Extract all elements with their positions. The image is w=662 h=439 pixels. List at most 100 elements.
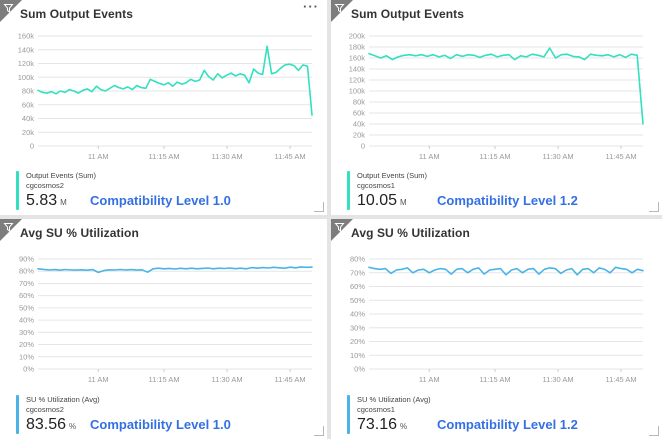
legend-metric-label: SU % Utilization (Avg): [26, 395, 100, 404]
legend-unit: %: [69, 422, 77, 431]
svg-text:11:30 AM: 11:30 AM: [542, 152, 573, 161]
legend-metric-label: Output Events (Sum): [26, 171, 97, 180]
svg-text:70%: 70%: [350, 268, 365, 277]
legend-value: 73.16: [357, 416, 398, 433]
filter-icon: [0, 219, 22, 241]
svg-text:140k: 140k: [349, 65, 366, 74]
svg-text:60%: 60%: [350, 282, 365, 291]
line-chart: 0 20k 40k 60k 80k 100k 120k 140k 160k 11 AM 11:15 …: [18, 32, 313, 161]
resize-handle[interactable]: [649, 202, 659, 212]
legend-value: 10.05: [357, 192, 398, 209]
svg-text:160k: 160k: [18, 32, 35, 41]
svg-text:11:15 AM: 11:15 AM: [148, 152, 179, 161]
svg-text:11:30 AM: 11:30 AM: [211, 152, 242, 161]
chart-legend: SU % Utilization (Avg) cgcosmos2 83.56%: [16, 395, 100, 434]
svg-text:11:15 AM: 11:15 AM: [479, 375, 510, 384]
svg-text:10%: 10%: [19, 352, 34, 361]
svg-text:70%: 70%: [19, 279, 34, 288]
legend-unit: M: [60, 198, 67, 207]
svg-text:20%: 20%: [350, 337, 365, 346]
tile-sum-output-events-cgcosmos1[interactable]: Sum Output Events 0 20k 40k 60k 80k 100k 120k 1…: [331, 0, 662, 215]
svg-text:11 AM: 11 AM: [88, 152, 109, 161]
chart-legend: SU % Utilization (Avg) cgcosmos1 73.16%: [347, 395, 431, 434]
legend-value: 5.83: [26, 192, 58, 209]
legend-color-bar: [347, 171, 350, 210]
svg-text:11 AM: 11 AM: [88, 375, 109, 384]
svg-text:11 AM: 11 AM: [419, 375, 440, 384]
svg-text:120k: 120k: [18, 59, 35, 68]
legend-resource-label: cgcosmos2: [26, 180, 64, 190]
chart-legend: Output Events (Sum) cgcosmos1 10.05 M: [347, 171, 427, 210]
svg-text:180k: 180k: [349, 43, 366, 52]
svg-text:11:45 AM: 11:45 AM: [606, 375, 637, 384]
legend-color-bar: [16, 395, 19, 434]
svg-text:140k: 140k: [18, 45, 35, 54]
svg-text:80%: 80%: [19, 267, 34, 276]
svg-text:30%: 30%: [19, 328, 34, 337]
svg-text:11:45 AM: 11:45 AM: [275, 152, 306, 161]
svg-text:20k: 20k: [353, 131, 365, 140]
svg-text:0%: 0%: [23, 365, 34, 374]
compatibility-caption: Compatibility Level 1.2: [437, 193, 578, 208]
line-chart: 0% 10% 20% 30% 40% 50% 60% 70% 80% 90% 11 AM 11:15 …: [19, 255, 313, 384]
svg-text:50%: 50%: [19, 303, 34, 312]
svg-text:11:15 AM: 11:15 AM: [479, 152, 510, 161]
legend-color-bar: [347, 395, 350, 434]
filter-icon: [331, 219, 353, 241]
svg-text:200k: 200k: [349, 32, 366, 41]
svg-text:40k: 40k: [353, 120, 365, 129]
chart-title: Sum Output Events: [351, 7, 465, 21]
legend-unit: M: [400, 198, 407, 207]
svg-text:80k: 80k: [353, 98, 365, 107]
tile-avg-su-utilization-cgcosmos1[interactable]: Avg SU % Utilization 0% 10% 20% 30% 40% 50% 60…: [331, 219, 662, 439]
legend-resource-label: cgcosmos1: [357, 180, 395, 190]
compatibility-caption: Compatibility Level 1.2: [437, 417, 578, 432]
svg-text:50%: 50%: [350, 296, 365, 305]
svg-text:40%: 40%: [19, 316, 34, 325]
legend-unit: %: [400, 422, 408, 431]
legend-resource-label: cgcosmos1: [357, 404, 395, 414]
svg-text:0%: 0%: [354, 365, 365, 374]
chart-title: Avg SU % Utilization: [20, 226, 139, 240]
svg-text:60k: 60k: [22, 100, 34, 109]
tile-sum-output-events-cgcosmos2[interactable]: ··· Sum Output Events 0 20k 40k 60k 80k 100k 1…: [0, 0, 327, 215]
svg-text:0: 0: [361, 142, 365, 151]
svg-text:11:45 AM: 11:45 AM: [606, 152, 637, 161]
svg-text:60k: 60k: [353, 109, 365, 118]
svg-text:10%: 10%: [350, 351, 365, 360]
svg-text:30%: 30%: [350, 323, 365, 332]
legend-resource-label: cgcosmos2: [26, 404, 64, 414]
svg-text:0: 0: [30, 142, 34, 151]
resize-handle[interactable]: [314, 202, 324, 212]
svg-text:20%: 20%: [19, 340, 34, 349]
compatibility-caption: Compatibility Level 1.0: [90, 193, 231, 208]
legend-metric-label: Output Events (Sum): [357, 171, 428, 180]
tile-avg-su-utilization-cgcosmos2[interactable]: Avg SU % Utilization 0% 10% 20% 30% 40% 50% 60…: [0, 219, 327, 439]
svg-text:160k: 160k: [349, 54, 366, 63]
svg-text:100k: 100k: [18, 73, 35, 82]
svg-text:120k: 120k: [349, 76, 366, 85]
line-chart: 0 20k 40k 60k 80k 100k 120k 140k 160k 180k 200k 11 …: [349, 32, 644, 161]
svg-text:80%: 80%: [350, 255, 365, 264]
svg-text:40%: 40%: [350, 310, 365, 319]
chart-legend: Output Events (Sum) cgcosmos2 5.83 M: [16, 171, 96, 210]
svg-text:11:30 AM: 11:30 AM: [542, 375, 573, 384]
svg-text:80k: 80k: [22, 87, 34, 96]
resize-handle[interactable]: [649, 426, 659, 436]
svg-text:11 AM: 11 AM: [419, 152, 440, 161]
filter-icon: [0, 0, 22, 22]
chart-title: Avg SU % Utilization: [351, 226, 470, 240]
svg-text:90%: 90%: [19, 255, 34, 264]
legend-color-bar: [16, 171, 19, 210]
ellipsis-menu-icon[interactable]: ···: [303, 0, 319, 14]
filter-icon: [331, 0, 353, 22]
legend-metric-label: SU % Utilization (Avg): [357, 395, 431, 404]
line-chart: 0% 10% 20% 30% 40% 50% 60% 70% 80% 11 AM 11:15 AM 1…: [350, 255, 644, 384]
svg-text:20k: 20k: [22, 128, 34, 137]
svg-text:40k: 40k: [22, 114, 34, 123]
svg-text:11:15 AM: 11:15 AM: [148, 375, 179, 384]
legend-value: 83.56: [26, 416, 67, 433]
resize-handle[interactable]: [314, 426, 324, 436]
compatibility-caption: Compatibility Level 1.0: [90, 417, 231, 432]
